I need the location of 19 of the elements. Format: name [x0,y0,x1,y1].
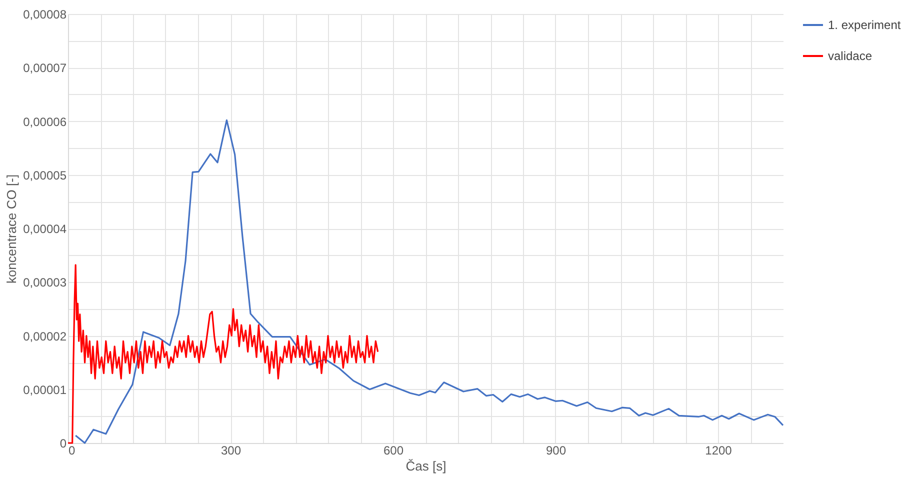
line-series [74,119,784,444]
y-tick-label: 0,00003 [23,276,67,290]
legend-label: 1. experiment [828,18,902,32]
y-axis-title: koncentrace CO [-] [4,174,20,284]
y-tick-label: 0,00004 [23,222,67,236]
y-tick-label: 0,00002 [23,329,67,344]
line-series [67,264,379,444]
x-tick-label: 1200 [705,444,732,458]
y-tick-label: 0,00006 [23,114,67,129]
y-tick-label: 0,00008 [23,8,67,22]
x-tick-label: 900 [546,444,566,458]
legend-label: validace [828,49,872,63]
x-axis-title: Čas [s] [406,458,446,474]
y-tick-label: 0,00007 [23,61,67,76]
y-tick-label: 0,00001 [23,382,67,397]
y-tick-label: 0,00005 [23,168,67,182]
x-tick-label: 600 [383,444,404,458]
x-tick-label: 0 [68,444,76,458]
x-tick-label: 300 [220,444,242,458]
